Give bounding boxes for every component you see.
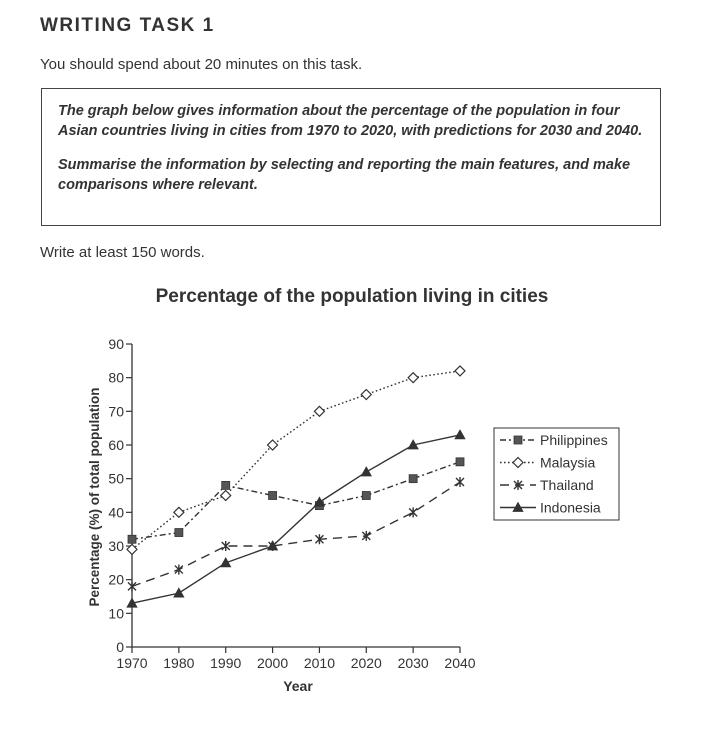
x-tick-label: 2000 xyxy=(257,655,288,671)
data-point-indonesia xyxy=(173,587,185,598)
x-tick-label: 2020 xyxy=(351,655,382,671)
data-point-indonesia xyxy=(220,557,232,568)
chart-plot-area xyxy=(126,365,466,608)
data-point-indonesia xyxy=(313,496,326,507)
data-point-malaysia xyxy=(454,365,466,377)
data-point-philippines xyxy=(174,528,184,537)
chart-title: Percentage of the population living in c… xyxy=(156,286,549,307)
legend-label-indonesia: Indonesia xyxy=(540,500,601,516)
task-heading: WRITING TASK 1 xyxy=(40,15,215,36)
y-axis-label: Percentage (%) of total population xyxy=(87,387,102,606)
data-point-thailand xyxy=(174,564,184,575)
data-point-thailand xyxy=(455,477,465,488)
data-point-thailand xyxy=(408,507,418,518)
line-chart: Percentage of the population living in c… xyxy=(87,286,620,694)
series-line-malaysia xyxy=(131,370,461,550)
y-tick-label: 70 xyxy=(108,403,124,419)
data-point-indonesia xyxy=(454,429,466,440)
data-point-indonesia xyxy=(360,466,372,477)
y-tick-label: 50 xyxy=(108,471,124,487)
data-point-thailand xyxy=(314,534,324,545)
legend-marker-indonesia xyxy=(512,501,524,512)
x-tick-label: 1970 xyxy=(116,655,147,671)
legend-label-malaysia: Malaysia xyxy=(540,455,595,471)
data-point-indonesia xyxy=(126,597,138,608)
y-tick-label: 60 xyxy=(108,437,124,453)
data-point-philippines xyxy=(268,491,277,500)
data-point-philippines xyxy=(408,474,418,484)
data-point-malaysia xyxy=(126,543,138,556)
legend-label-thailand: Thailand xyxy=(540,477,594,493)
series-line-thailand xyxy=(131,481,461,588)
chart-legend: Philippines Malaysia Thailand Indonesia xyxy=(493,427,620,521)
data-point-malaysia xyxy=(360,388,373,401)
legend-marker-thailand xyxy=(513,480,523,490)
legend-marker-philippines xyxy=(513,435,523,445)
data-point-malaysia xyxy=(173,506,185,519)
data-point-philippines xyxy=(455,457,465,467)
prompt-box: The graph below gives information about … xyxy=(41,88,661,226)
prompt-directive: Summarise the information by selecting a… xyxy=(58,157,631,193)
data-point-thailand xyxy=(221,541,231,551)
series-line-philippines xyxy=(131,461,461,540)
x-tick-label: 1990 xyxy=(210,655,241,671)
data-point-malaysia xyxy=(407,371,419,384)
series-line-indonesia xyxy=(131,434,461,604)
x-tick-label: 2040 xyxy=(444,655,475,671)
x-axis-label: Year xyxy=(283,678,313,694)
data-point-indonesia xyxy=(266,540,279,551)
data-point-thailand xyxy=(361,530,371,541)
y-tick-label: 20 xyxy=(108,572,124,588)
y-tick-label: 90 xyxy=(108,336,124,352)
y-tick-label: 40 xyxy=(108,504,124,520)
prompt-description: The graph below gives information about … xyxy=(58,103,643,139)
chart-container: Percentage of the population living in c… xyxy=(0,275,701,715)
y-tick-label: 30 xyxy=(108,538,124,554)
legend-label-philippines: Philippines xyxy=(540,432,608,448)
data-point-malaysia xyxy=(219,489,232,502)
word-count-instruction: Write at least 150 words. xyxy=(40,244,205,261)
data-point-malaysia xyxy=(266,439,279,451)
data-point-philippines xyxy=(361,491,371,500)
time-instruction: You should spend about 20 minutes on thi… xyxy=(40,56,363,73)
data-point-indonesia xyxy=(407,439,419,450)
x-tick-label: 2010 xyxy=(304,655,335,671)
data-point-philippines xyxy=(221,480,231,490)
data-point-malaysia xyxy=(313,405,326,418)
x-tick-label: 1980 xyxy=(163,655,194,671)
y-tick-label: 80 xyxy=(108,370,124,386)
x-tick-label: 2030 xyxy=(398,655,429,671)
data-point-philippines xyxy=(127,534,137,544)
y-tick-label: 10 xyxy=(108,605,124,621)
y-tick-label: 0 xyxy=(116,639,124,655)
legend-marker-malaysia xyxy=(512,456,524,469)
data-point-thailand xyxy=(127,581,137,592)
